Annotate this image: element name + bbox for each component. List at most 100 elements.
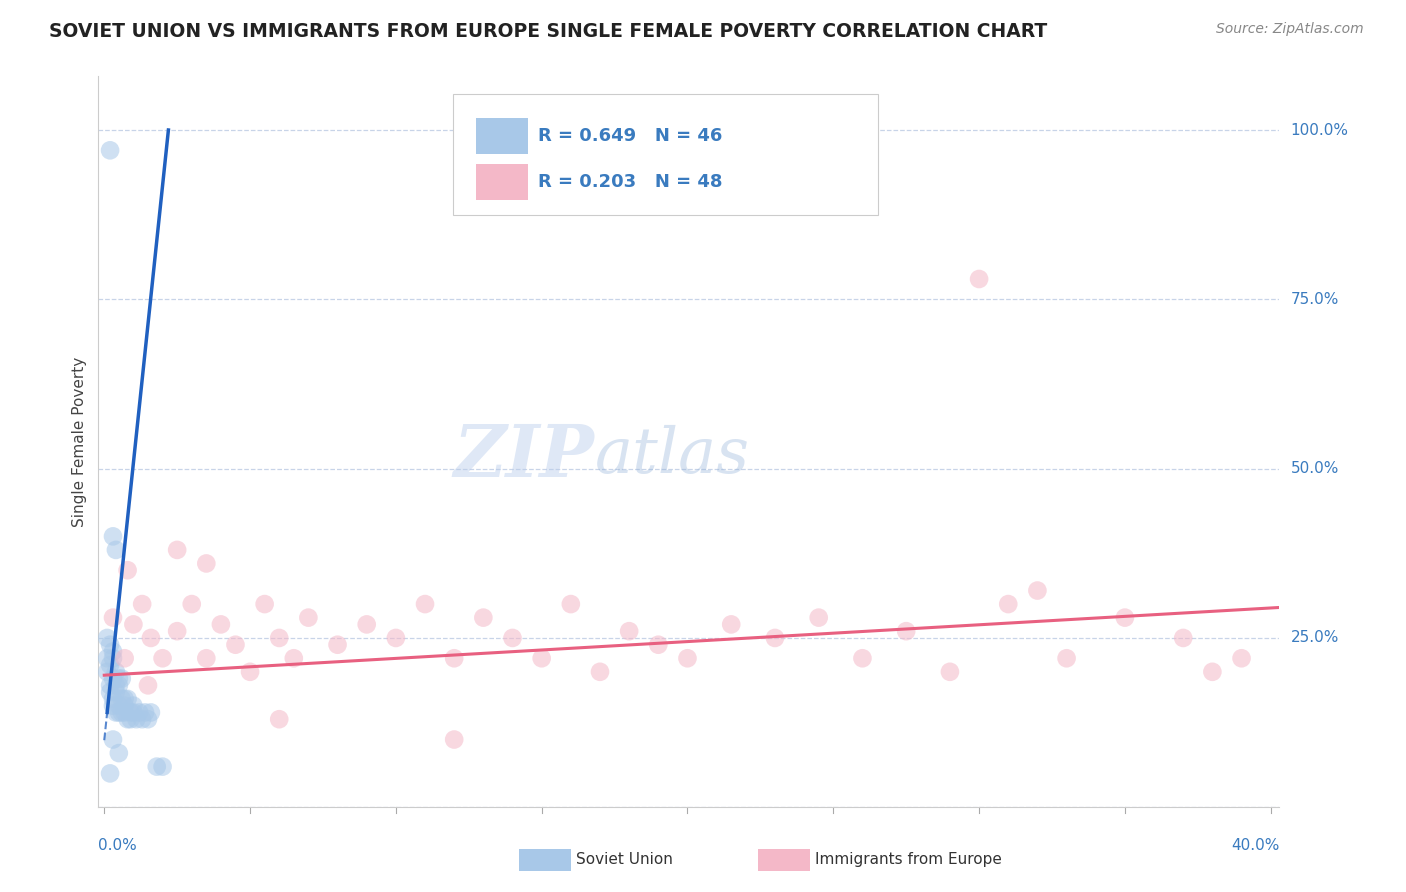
Point bbox=[136, 712, 159, 726]
Point bbox=[195, 651, 218, 665]
Text: R = 0.649   N = 46: R = 0.649 N = 46 bbox=[537, 127, 723, 145]
Point bbox=[269, 712, 291, 726]
Point bbox=[114, 698, 136, 713]
Text: 25.0%: 25.0% bbox=[1291, 631, 1339, 646]
Point bbox=[111, 706, 134, 720]
Point bbox=[108, 698, 131, 713]
Point bbox=[502, 631, 524, 645]
Point bbox=[763, 631, 786, 645]
Point bbox=[104, 706, 127, 720]
Point bbox=[530, 651, 553, 665]
Point bbox=[720, 617, 742, 632]
Point bbox=[117, 712, 139, 726]
Text: 50.0%: 50.0% bbox=[1291, 461, 1339, 476]
Point bbox=[111, 692, 134, 706]
Point bbox=[104, 665, 127, 679]
Point bbox=[1230, 651, 1253, 665]
Point bbox=[122, 706, 145, 720]
Point bbox=[1026, 583, 1049, 598]
Point bbox=[283, 651, 305, 665]
Point bbox=[96, 631, 118, 645]
Point bbox=[101, 610, 124, 624]
Point bbox=[617, 624, 640, 639]
Point bbox=[385, 631, 408, 645]
FancyBboxPatch shape bbox=[477, 119, 529, 154]
FancyBboxPatch shape bbox=[477, 164, 529, 200]
Point bbox=[101, 529, 124, 543]
Point bbox=[101, 698, 124, 713]
Text: ZIP: ZIP bbox=[454, 421, 595, 491]
Point bbox=[443, 651, 465, 665]
Point bbox=[180, 597, 202, 611]
Point bbox=[98, 678, 121, 692]
Point bbox=[896, 624, 918, 639]
Point bbox=[676, 651, 699, 665]
Point bbox=[104, 685, 127, 699]
Point bbox=[120, 712, 142, 726]
Point bbox=[98, 685, 121, 699]
Point bbox=[114, 706, 136, 720]
Point bbox=[111, 672, 134, 686]
Point bbox=[224, 638, 246, 652]
Point bbox=[139, 631, 162, 645]
Point bbox=[297, 610, 319, 624]
Point bbox=[807, 610, 830, 624]
Point bbox=[326, 638, 349, 652]
Point bbox=[122, 617, 145, 632]
Point bbox=[239, 665, 262, 679]
Point bbox=[96, 665, 118, 679]
Point bbox=[166, 624, 188, 639]
FancyBboxPatch shape bbox=[453, 95, 877, 215]
Point bbox=[125, 712, 148, 726]
Text: 0.0%: 0.0% bbox=[98, 838, 138, 853]
Text: R = 0.203   N = 48: R = 0.203 N = 48 bbox=[537, 173, 723, 191]
Point bbox=[98, 658, 121, 673]
Point bbox=[209, 617, 232, 632]
Y-axis label: Single Female Poverty: Single Female Poverty bbox=[72, 357, 87, 526]
Point bbox=[104, 678, 127, 692]
Point bbox=[131, 597, 153, 611]
Text: Source: ZipAtlas.com: Source: ZipAtlas.com bbox=[1216, 22, 1364, 37]
Point bbox=[96, 651, 118, 665]
Point bbox=[152, 759, 174, 773]
Point bbox=[98, 766, 121, 780]
Point bbox=[560, 597, 582, 611]
Point bbox=[136, 678, 159, 692]
Point bbox=[98, 638, 121, 652]
Point bbox=[967, 272, 990, 286]
Point bbox=[128, 706, 150, 720]
Point bbox=[108, 672, 131, 686]
Point bbox=[101, 692, 124, 706]
Text: Soviet Union: Soviet Union bbox=[576, 853, 673, 867]
Text: 100.0%: 100.0% bbox=[1291, 122, 1348, 137]
Point bbox=[117, 563, 139, 577]
Point bbox=[997, 597, 1019, 611]
Point bbox=[98, 144, 121, 158]
Text: atlas: atlas bbox=[595, 425, 749, 487]
Point bbox=[122, 698, 145, 713]
Point bbox=[152, 651, 174, 665]
Point bbox=[114, 692, 136, 706]
Point bbox=[134, 706, 156, 720]
Point bbox=[131, 712, 153, 726]
Point bbox=[108, 678, 131, 692]
Point bbox=[1114, 610, 1136, 624]
Point bbox=[114, 651, 136, 665]
Point bbox=[145, 759, 167, 773]
Point bbox=[939, 665, 962, 679]
Point bbox=[269, 631, 291, 645]
Text: 40.0%: 40.0% bbox=[1232, 838, 1279, 853]
Point bbox=[413, 597, 436, 611]
Text: Immigrants from Europe: Immigrants from Europe bbox=[815, 853, 1002, 867]
Point bbox=[1201, 665, 1223, 679]
Point bbox=[120, 706, 142, 720]
Point bbox=[195, 557, 218, 571]
Point bbox=[472, 610, 495, 624]
Text: SOVIET UNION VS IMMIGRANTS FROM EUROPE SINGLE FEMALE POVERTY CORRELATION CHART: SOVIET UNION VS IMMIGRANTS FROM EUROPE S… bbox=[49, 22, 1047, 41]
Point bbox=[1056, 651, 1078, 665]
Text: 75.0%: 75.0% bbox=[1291, 292, 1339, 307]
Point bbox=[117, 692, 139, 706]
Point bbox=[166, 542, 188, 557]
Point bbox=[356, 617, 378, 632]
Point bbox=[589, 665, 612, 679]
